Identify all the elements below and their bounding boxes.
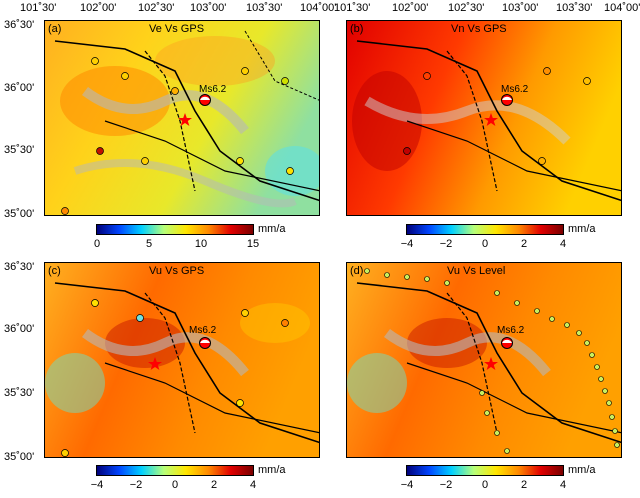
- y-tick-top-2: 36˚00': [4, 82, 35, 94]
- panel-a: (a) Ve Vs GPS Ms6.2: [44, 20, 320, 216]
- colorbar-b-tick-3: 0: [481, 238, 489, 250]
- colorbar-b-unit: mm/a: [568, 223, 596, 235]
- y-tick-bottom-4: 35˚00': [4, 451, 35, 463]
- x-tick-11: 103˚30': [556, 2, 593, 14]
- colorbar-a-tick-4: 15: [246, 238, 260, 250]
- x-tick-6: 104˚00': [300, 2, 337, 14]
- colorbar-c-tick-3: 0: [171, 479, 179, 491]
- colorbar-b-tick-1: −4: [400, 238, 414, 250]
- x-tick-3: 102˚30': [138, 2, 175, 14]
- panel-b-earthquake-label: Ms6.2: [501, 84, 529, 95]
- colorbar-c-tick-4: 2: [210, 479, 218, 491]
- x-tick-5: 103˚30': [246, 2, 283, 14]
- colorbar-d-tick-3: 0: [481, 479, 489, 491]
- y-tick-top-4: 35˚00': [4, 208, 35, 220]
- colorbar-d-tick-2: −2: [439, 479, 453, 491]
- x-tick-8: 102˚00': [392, 2, 429, 14]
- panel-d-title: Vu Vs Level: [447, 265, 506, 277]
- x-tick-10: 103˚00': [502, 2, 539, 14]
- panel-b-label: (b): [350, 23, 364, 35]
- panel-a-label: (a): [48, 23, 62, 35]
- panel-d-map: [347, 263, 621, 457]
- panel-a-title: Ve Vs GPS: [149, 23, 205, 35]
- colorbar-a-tick-2: 5: [145, 238, 153, 250]
- panel-c: (c) Vu Vs GPS Ms6.2: [44, 262, 320, 458]
- colorbar-c-tick-1: −4: [90, 479, 104, 491]
- panel-b-map: [347, 21, 621, 215]
- panel-c-map: [45, 263, 319, 457]
- panel-d-earthquake-label: Ms6.2: [497, 325, 525, 336]
- x-tick-2: 102˚00': [80, 2, 117, 14]
- panel-d: (d) Vu Vs Level Ms6.2: [346, 262, 622, 458]
- colorbar-d-gradient: [406, 465, 564, 476]
- colorbar-a-tick-3: 10: [194, 238, 208, 250]
- colorbar-c-gradient: [96, 465, 254, 476]
- colorbar-a-tick-1: 0: [93, 238, 101, 250]
- colorbar-d-tick-5: 4: [559, 479, 567, 491]
- colorbar-d-unit: mm/a: [568, 464, 596, 476]
- x-tick-1: 101˚30': [20, 2, 57, 14]
- x-tick-12: 104˚00': [604, 2, 640, 14]
- colorbar-d-tick-1: −4: [400, 479, 414, 491]
- panel-a-earthquake-label: Ms6.2: [199, 84, 227, 95]
- y-tick-top-1: 36˚30': [4, 19, 35, 31]
- colorbar-b-tick-4: 2: [520, 238, 528, 250]
- panel-c-earthquake-label: Ms6.2: [189, 325, 217, 336]
- colorbar-c-tick-2: −2: [129, 479, 143, 491]
- colorbar-a-unit: mm/a: [258, 223, 286, 235]
- colorbar-b-tick-2: −2: [439, 238, 453, 250]
- colorbar-d-tick-4: 2: [520, 479, 528, 491]
- colorbar-b-tick-5: 4: [559, 238, 567, 250]
- colorbar-b-gradient: [406, 224, 564, 235]
- panel-c-label: (c): [48, 265, 61, 277]
- y-tick-bottom-1: 36˚30': [4, 261, 35, 273]
- y-tick-top-3: 35˚30': [4, 144, 35, 156]
- panel-c-title: Vu Vs GPS: [149, 265, 205, 277]
- y-tick-bottom-3: 35˚30': [4, 387, 35, 399]
- colorbar-a-gradient: [96, 224, 254, 235]
- panel-a-map: [45, 21, 319, 215]
- x-tick-4: 103˚00': [190, 2, 227, 14]
- colorbar-c-tick-5: 4: [249, 479, 257, 491]
- colorbar-c-unit: mm/a: [258, 464, 286, 476]
- x-tick-7: 101˚30': [334, 2, 371, 14]
- x-tick-9: 102˚30': [448, 2, 485, 14]
- y-tick-bottom-2: 36˚00': [4, 323, 35, 335]
- panel-b-title: Vn Vs GPS: [451, 23, 507, 35]
- panel-d-label: (d): [350, 265, 364, 277]
- panel-b: (b) Vn Vs GPS Ms6.2: [346, 20, 622, 216]
